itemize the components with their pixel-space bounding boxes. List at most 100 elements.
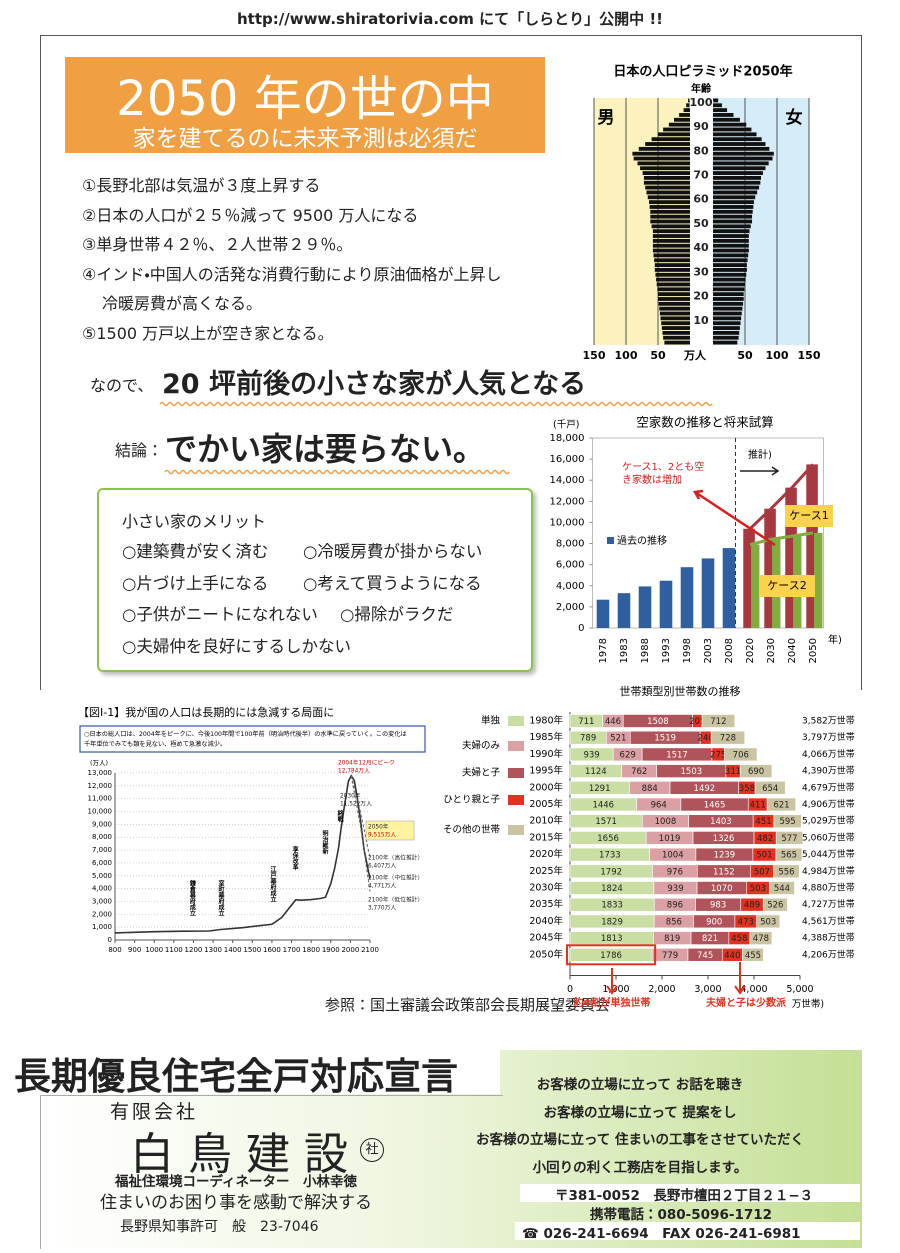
bar (785, 487, 797, 628)
underline (159, 401, 713, 407)
frame-line (40, 35, 41, 690)
value-label: 446 (605, 717, 621, 727)
age-label: 年齢 (691, 82, 712, 95)
x-tick-label: 2,000 (648, 984, 675, 995)
x-tick-label: 2003 (703, 638, 714, 663)
prediction: ④インド・中国人の活発な消費行動により原油価格が上昇し (82, 264, 502, 284)
y-tick-label: 2,000 (92, 910, 112, 918)
legend-swatch (508, 825, 524, 835)
bar (722, 548, 736, 628)
forecast-label: 推計) (748, 448, 772, 461)
event-label: 室町幕府成立 (217, 879, 225, 917)
population-bar (713, 161, 769, 166)
population-bar (713, 287, 745, 292)
y-tick-label: 0 (108, 936, 112, 944)
y-tick-label: 4,000 (556, 581, 585, 592)
population-bar (713, 117, 740, 122)
population-bar (656, 282, 690, 287)
license: 長野県知事許可 般 23-7046 (120, 1219, 319, 1235)
x-tick-label: 1998 (682, 638, 693, 663)
value-label: 964 (651, 801, 667, 811)
bar-segment (701, 714, 736, 728)
population-bar (643, 175, 690, 180)
y-tick-label: 8,000 (556, 539, 585, 550)
value-label: 455 (745, 951, 761, 961)
value-label: 884 (642, 784, 658, 794)
population-bar (664, 340, 690, 345)
population-bar (646, 190, 690, 195)
category-label: 2050年 (529, 948, 563, 960)
x-tick-label: 1988 (640, 638, 651, 663)
bar-segment (773, 864, 800, 879)
population-bar (652, 243, 690, 248)
case-box (785, 505, 833, 527)
population-bar (713, 229, 750, 234)
value-label: 1019 (659, 834, 681, 844)
legend-label: その他の世帯 (443, 824, 501, 836)
y-tick-label: 0 (578, 623, 584, 634)
population-bar (713, 326, 740, 330)
population-bar (713, 297, 744, 301)
trend-line (748, 463, 815, 530)
mobile: 携帯電話：080-5096-1712 (590, 1207, 773, 1223)
value-label: 789 (580, 734, 596, 744)
annotation: 12,784万人 (338, 768, 370, 775)
motto: お客様の立場に立って 住まいの工事をさせていただく (475, 1132, 805, 1148)
population-bar (650, 219, 690, 224)
value-label: 1792 (600, 867, 622, 877)
x-tick-label: 2040 (787, 638, 798, 663)
message-main: 20 坪前後の小さな家が人気となる (162, 369, 587, 400)
population-bar (661, 321, 690, 326)
population-bar (713, 263, 747, 268)
x-tick-label: 1300 (204, 946, 222, 954)
population-bar (654, 258, 690, 263)
bar (751, 544, 760, 628)
motto: お客様の立場に立って お話を聴き (536, 1077, 744, 1093)
bar-segment (739, 764, 773, 778)
age-tick-label: 40 (693, 241, 709, 254)
value-label: 1239 (714, 851, 736, 861)
population-bar (713, 268, 747, 272)
value-label: 1070 (711, 884, 733, 894)
x-tick-label: 4,000 (740, 984, 767, 995)
x-tick-label: 1600 (263, 946, 281, 954)
population-bar (658, 301, 690, 306)
value-label: 939 (583, 750, 599, 760)
x-tick-label: 2008 (724, 638, 735, 663)
bar (596, 599, 610, 628)
population-bar (713, 224, 751, 229)
population-bar (668, 122, 690, 127)
value-tick-label: 50 (650, 349, 666, 362)
population-bar (713, 209, 753, 214)
x-tick-label: 1000 (145, 946, 163, 954)
note-box (79, 725, 426, 753)
population-bar (654, 268, 690, 272)
population-bar (637, 161, 690, 166)
x-tick-label: 900 (128, 946, 141, 954)
population-bar (713, 185, 760, 190)
bar-segment (724, 747, 758, 762)
bar-segment (766, 797, 797, 812)
y-axis-unit: (千戸) (553, 420, 579, 431)
event-label: 明治維新 (321, 829, 329, 855)
population-bar (713, 234, 749, 238)
x-tick-label: 3,000 (694, 984, 721, 995)
annotation: 2100年（中位推計） (368, 874, 423, 882)
value-label: 976 (667, 867, 683, 877)
value-label: 358 (739, 784, 755, 794)
value-label: 1403 (710, 817, 732, 827)
merit-item: ○片づけ上手になる (122, 573, 269, 593)
value-label: 1519 (654, 734, 676, 744)
value-label: 440 (724, 951, 740, 961)
annotation: 夫婦と子は少数派 (705, 996, 787, 1009)
total-label: 4,388万世帯 (802, 932, 855, 944)
population-bar (713, 321, 741, 326)
population-bar (713, 316, 742, 321)
headline-box: 2050 年の世の中 家を建てるのに未来予測は必須だ (65, 57, 545, 153)
total-label: 5,044万世帯 (802, 848, 855, 860)
category-label: 2045年 (529, 932, 563, 944)
age-tick-label: 80 (693, 144, 709, 157)
legend-label: ケース1 (789, 509, 828, 522)
value-label: 654 (762, 784, 778, 794)
population-bar (632, 151, 690, 156)
